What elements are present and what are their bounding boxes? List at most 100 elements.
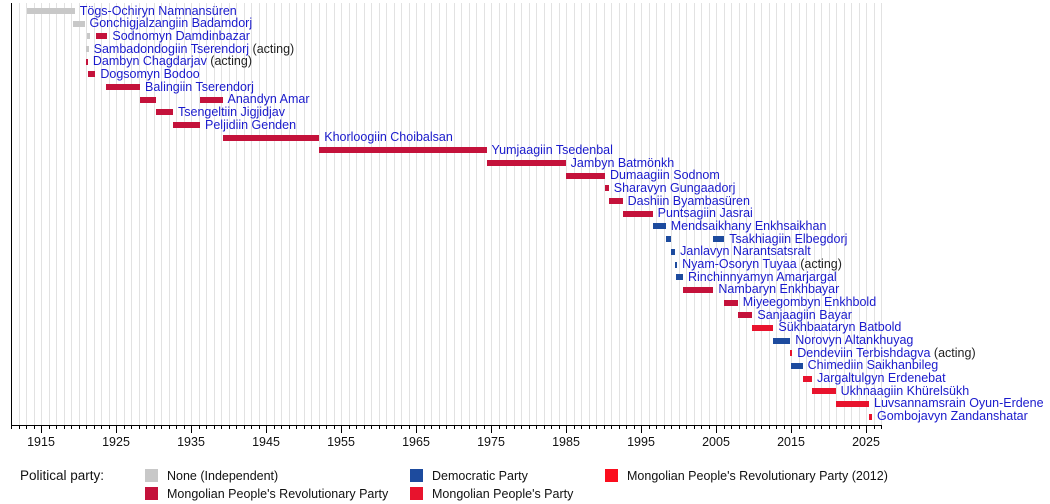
person-name-text[interactable]: Gonchigjalzangiin Badamdorj (89, 16, 253, 31)
person-name-text[interactable]: Miyeegombyn Enkhbold (742, 295, 877, 310)
axis-tick (641, 425, 642, 433)
person-name-text[interactable]: Dumaagiin Sodnom (610, 168, 720, 183)
person-name[interactable]: Sodnomyn Damdinbazar (112, 28, 250, 43)
person-name[interactable]: Tsakhiagiin Elbegdorj (729, 231, 848, 246)
year-gridline (123, 3, 125, 425)
person-name[interactable]: Nambaryn Enkhbayar (718, 283, 839, 296)
axis-tick (333, 425, 335, 429)
person-name-text[interactable]: Tsakhiagiin Elbegdorj (729, 231, 848, 246)
person-name[interactable]: Janlavyn Narantsatsralt (680, 245, 811, 258)
person-name-text[interactable]: Janlavyn Narantsatsralt (680, 244, 811, 259)
person-name-text[interactable]: Dogsomyn Bodoo (100, 66, 200, 81)
term-bar-mpp (812, 388, 836, 395)
person-name[interactable]: Tsengeltiin Jigjidjav (178, 104, 286, 119)
person-name[interactable]: Khorloogiin Choibalsan (324, 131, 453, 144)
person-name[interactable]: Dambyn Chagdarjav (acting) (93, 55, 252, 68)
person-name[interactable]: Norovyn Altankhuyag (795, 334, 913, 347)
person-name-text[interactable]: Nambaryn Enkhbayar (718, 282, 840, 297)
person-name-text[interactable]: Sodnomyn Damdinbazar (112, 28, 250, 43)
year-gridline (138, 3, 140, 425)
person-name-text[interactable]: Balingiin Tserendorj (145, 79, 254, 94)
axis-tick (438, 425, 440, 429)
axis-tick (363, 425, 365, 429)
year-gridline (78, 3, 80, 425)
person-name[interactable]: Dendeviin Terbishdagva (acting) (797, 345, 975, 360)
person-name-text[interactable]: Khorloogiin Choibalsan (324, 130, 453, 145)
person-name[interactable]: Tögs-Ochiryn Namnansüren (79, 3, 237, 18)
person-name[interactable]: Sharavyn Gungaadorj (613, 180, 736, 195)
person-name[interactable]: Jambyn Batmönkh (570, 155, 675, 170)
person-name[interactable]: Dogsomyn Bodoo (100, 66, 200, 81)
person-name[interactable]: Nyam-Osoryn Tuyaa (acting) (682, 258, 842, 271)
term-bar-dp (665, 236, 671, 243)
person-name[interactable]: Gonchigjalzangiin Badamdorj (90, 17, 253, 30)
year-gridline (656, 3, 657, 425)
axis-tick (288, 425, 290, 429)
person-name[interactable]: Gombojavyn Zandanshatar (877, 410, 1028, 423)
year-gridline (528, 3, 530, 425)
year-gridline (168, 3, 170, 425)
year-gridline (746, 3, 747, 425)
axis-tick (273, 425, 275, 429)
axis-tick (738, 425, 740, 429)
year-gridline (821, 3, 822, 425)
axis-tick (453, 425, 455, 429)
person-name[interactable]: Sükhbaataryn Batbold (778, 321, 901, 334)
person-name-text[interactable]: Norovyn Altankhuyag (795, 333, 914, 348)
person-name-text[interactable]: Rinchinnyamyn Amarjargal (688, 269, 837, 284)
person-name-text[interactable]: Dambyn Chagdarjav (92, 54, 207, 69)
term-bar-mprp (565, 172, 605, 179)
person-name[interactable]: Chimediin Saikhanbileg (808, 359, 939, 372)
year-gridline (813, 3, 815, 425)
person-name[interactable]: Dashiin Byambasüren (627, 193, 750, 208)
person-name[interactable]: Ukhnaagiin Khürelsükh (840, 383, 970, 398)
person-name[interactable]: Jargaltulgyn Erdenebat (817, 372, 946, 385)
person-name[interactable]: Sambadondogiin Tserendorj (acting) (93, 41, 295, 56)
year-gridline (213, 3, 215, 425)
person-name-text[interactable]: Tögs-Ochiryn Namnansüren (79, 3, 237, 18)
person-name-text[interactable]: Ukhnaagiin Khürelsükh (840, 383, 970, 398)
person-name[interactable]: Miyeegombyn Enkhbold (743, 296, 876, 309)
legend-label-mpp: Mongolian People's Party (432, 487, 574, 501)
person-name[interactable]: Anandyn Amar (228, 93, 310, 106)
person-name-text[interactable]: Chimediin Saikhanbileg (807, 358, 939, 373)
person-name-text[interactable]: Tsengeltiin Jigjidjav (178, 104, 286, 119)
axis-tick (93, 425, 95, 429)
person-name-text[interactable]: Jargaltulgyn Erdenebat (817, 371, 946, 386)
year-gridline (378, 3, 380, 425)
year-gridline (536, 3, 537, 425)
person-name-text[interactable]: Luvsannamsrain Oyun-Erdene (874, 396, 1044, 411)
person-name[interactable]: Balingiin Tserendorj (145, 79, 254, 94)
person-name-text[interactable]: Sükhbaataryn Batbold (778, 320, 902, 335)
person-name[interactable]: Mendsaikhany Enkhsaikhan (670, 218, 827, 233)
person-name[interactable]: Rinchinnyamyn Amarjargal (688, 269, 837, 284)
person-name-text[interactable]: Jambyn Batmönkh (570, 155, 675, 170)
person-name-text[interactable]: Sharavyn Gungaadorj (613, 180, 736, 195)
person-name-text[interactable]: Peljidiin Genden (205, 117, 297, 132)
person-name[interactable]: Peljidiin Genden (205, 117, 297, 132)
person-name-text[interactable]: Anandyn Amar (227, 92, 310, 107)
year-gridline (423, 3, 425, 425)
person-name-text[interactable]: Sanjaagiin Bayar (757, 307, 852, 322)
person-name[interactable]: Puntsagiin Jasrai (658, 207, 753, 220)
axis-tick (843, 425, 845, 429)
year-gridline (836, 3, 837, 425)
person-name[interactable]: Sanjaagiin Bayar (757, 307, 852, 322)
year-gridline (446, 3, 447, 425)
year-gridline (266, 3, 267, 425)
person-name-text[interactable]: Yumjaagiin Tsedenbal (491, 142, 613, 157)
person-name-text[interactable]: Nyam-Osoryn Tuyaa (682, 257, 797, 271)
person-name[interactable]: Luvsannamsrain Oyun-Erdene (874, 397, 1044, 410)
year-gridline (828, 3, 830, 425)
person-name-text[interactable]: Mendsaikhany Enkhsaikhan (670, 218, 827, 233)
axis-tick (258, 425, 260, 429)
axis-tick (251, 425, 252, 429)
person-name-text[interactable]: Sambadondogiin Tserendorj (93, 41, 250, 56)
person-name-text[interactable]: Puntsagiin Jasrai (657, 206, 753, 221)
person-name-text[interactable]: Gombojavyn Zandanshatar (877, 409, 1028, 424)
person-name[interactable]: Dumaagiin Sodnom (610, 169, 720, 182)
year-gridline (363, 3, 365, 425)
person-name[interactable]: Yumjaagiin Tsedenbal (491, 142, 613, 157)
person-name-text[interactable]: Dendeviin Terbishdagva (797, 345, 931, 360)
person-name-text[interactable]: Dashiin Byambasüren (627, 193, 750, 208)
